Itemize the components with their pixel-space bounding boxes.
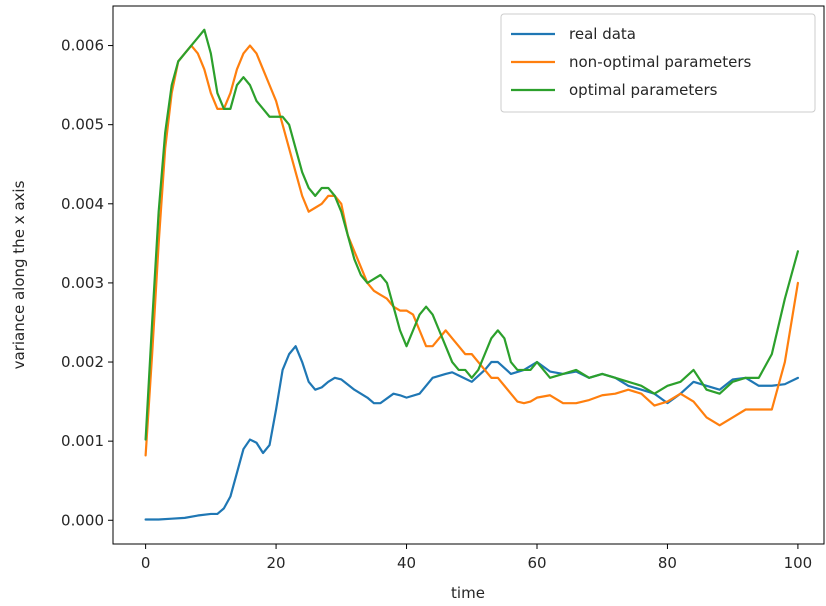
x-tick-label: 40 [397, 554, 416, 572]
x-axis-label: time [451, 584, 485, 602]
x-axis-ticks: 0 20 40 60 80 100 [141, 544, 812, 572]
legend: real data non-optimal parameters optimal p… [500, 13, 816, 113]
x-tick-label: 0 [141, 554, 151, 572]
series-line-3 [144, 28, 800, 441]
y-tick-label: 0.001 [61, 432, 104, 450]
y-tick-label: 0.005 [61, 116, 104, 134]
legend-label-2: non-optimal parameters [569, 53, 752, 71]
y-tick-label: 0.000 [61, 511, 104, 529]
x-tick-label: 60 [527, 554, 546, 572]
y-tick-label: 0.002 [61, 353, 104, 371]
series-line-2 [144, 44, 800, 457]
y-tick-label: 0.004 [61, 195, 104, 213]
legend-label-1: real data [569, 25, 636, 43]
legend-label-3: optimal parameters [569, 81, 718, 99]
series-layer [144, 28, 800, 521]
y-axis-ticks: 0.000 0.001 0.002 0.003 0.004 0.005 0.006 [61, 37, 113, 529]
legend-box [500, 13, 816, 113]
y-tick-label: 0.003 [61, 274, 104, 292]
y-tick-label: 0.006 [61, 37, 104, 55]
x-tick-label: 20 [267, 554, 286, 572]
x-tick-label: 100 [784, 554, 813, 572]
axes-frame [112, 5, 825, 545]
series-line-1 [144, 345, 800, 521]
y-axis-label: variance along the x axis [10, 180, 28, 369]
x-tick-label: 80 [658, 554, 677, 572]
